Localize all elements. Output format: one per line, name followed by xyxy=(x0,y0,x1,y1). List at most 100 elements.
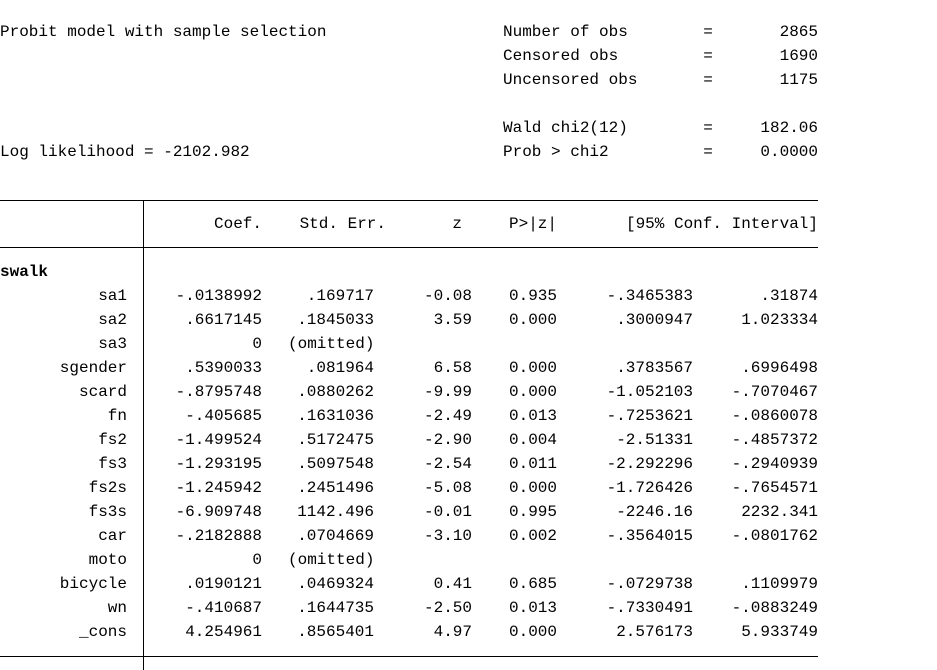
cell-value: 0.013 xyxy=(509,599,557,617)
variable-name: moto xyxy=(89,551,127,569)
stat-equals: = xyxy=(703,23,713,41)
variable-name: _cons xyxy=(78,623,127,641)
column-header: Std. Err. xyxy=(300,215,386,233)
stat-label: Wald chi2(12) xyxy=(503,119,628,137)
cell-value: -1.052103 xyxy=(607,383,693,401)
cell-value: .1631036 xyxy=(297,407,374,425)
cell-value: 0 xyxy=(252,551,262,569)
cell-value: .3000947 xyxy=(616,311,693,329)
cell-value: .6617145 xyxy=(185,311,262,329)
cell-value: .1644735 xyxy=(297,599,374,617)
stat-value: 1175 xyxy=(780,71,818,89)
cell-value: 0.685 xyxy=(509,575,557,593)
cell-value: .2451496 xyxy=(297,479,374,497)
cell-value: 6.58 xyxy=(434,359,472,377)
cell-value: 4.254961 xyxy=(185,623,262,641)
cell-value: 0.011 xyxy=(509,455,557,473)
cell-value: 0.013 xyxy=(509,407,557,425)
variable-name: sa1 xyxy=(98,287,127,305)
cell-value: -.7070467 xyxy=(732,383,818,401)
cell-value: 0.41 xyxy=(434,575,472,593)
cell-value: -0.08 xyxy=(424,287,472,305)
cell-value: 0.000 xyxy=(509,383,557,401)
variable-name: car xyxy=(98,527,127,545)
cell-value: -1.499524 xyxy=(176,431,262,449)
cell-value: 0 xyxy=(252,335,262,353)
variable-name: sa2 xyxy=(98,311,127,329)
stat-equals: = xyxy=(703,119,713,137)
cell-value: 2.576173 xyxy=(616,623,693,641)
cell-value: 0.000 xyxy=(509,311,557,329)
omitted-note: (omitted) xyxy=(288,551,374,569)
cell-value: 0.004 xyxy=(509,431,557,449)
cell-value: 0.000 xyxy=(509,479,557,497)
cell-value: -2.90 xyxy=(424,431,472,449)
cell-value: -1.726426 xyxy=(607,479,693,497)
cell-value: 0.002 xyxy=(509,527,557,545)
cell-value: -2.51331 xyxy=(616,431,693,449)
cell-value: 0.000 xyxy=(509,359,557,377)
variable-name: fs3s xyxy=(89,503,127,521)
cell-value: .169717 xyxy=(307,287,374,305)
cell-value: .6996498 xyxy=(741,359,818,377)
cell-value: -.0138992 xyxy=(176,287,262,305)
stat-value: 0.0000 xyxy=(760,143,818,161)
cell-value: .5172475 xyxy=(297,431,374,449)
column-header: z xyxy=(452,215,462,233)
cell-value: -.0883249 xyxy=(732,599,818,617)
variable-name: sgender xyxy=(60,359,127,377)
cell-value: -2.54 xyxy=(424,455,472,473)
cell-value: -.3564015 xyxy=(607,527,693,545)
cell-value: -2.292296 xyxy=(607,455,693,473)
cell-value: -2.50 xyxy=(424,599,472,617)
cell-value: .0880262 xyxy=(297,383,374,401)
cell-value: -1.245942 xyxy=(176,479,262,497)
cell-value: -3.10 xyxy=(424,527,472,545)
cell-value: -2246.16 xyxy=(616,503,693,521)
cell-value: -5.08 xyxy=(424,479,472,497)
cell-value: .081964 xyxy=(307,359,374,377)
log-likelihood: Log likelihood = -2102.982 xyxy=(0,143,250,161)
cell-value: -.4857372 xyxy=(732,431,818,449)
cell-value: .0190121 xyxy=(185,575,262,593)
cell-value: 0.000 xyxy=(509,623,557,641)
stat-equals: = xyxy=(703,47,713,65)
cell-value: -.2182888 xyxy=(176,527,262,545)
stat-value: 2865 xyxy=(780,23,818,41)
cell-value: -.7330491 xyxy=(607,599,693,617)
cell-value: 3.59 xyxy=(434,311,472,329)
stat-equals: = xyxy=(703,143,713,161)
stat-label: Number of obs xyxy=(503,23,628,41)
variable-name: fs2 xyxy=(98,431,127,449)
variable-name: fs3 xyxy=(98,455,127,473)
cell-value: -.8795748 xyxy=(176,383,262,401)
cell-value: -.0801762 xyxy=(732,527,818,545)
cell-value: .31874 xyxy=(760,287,818,305)
stat-label: Prob > chi2 xyxy=(503,143,609,161)
stat-equals: = xyxy=(703,71,713,89)
cell-value: -.410687 xyxy=(185,599,262,617)
column-header: P>|z| xyxy=(509,215,557,233)
variable-name: fn xyxy=(108,407,127,425)
cell-value: 0.935 xyxy=(509,287,557,305)
stat-label: Uncensored obs xyxy=(503,71,637,89)
cell-value: -.405685 xyxy=(185,407,262,425)
cell-value: .8565401 xyxy=(297,623,374,641)
cell-value: .5097548 xyxy=(297,455,374,473)
column-header: Coef. xyxy=(214,215,262,233)
cell-value: 5.933749 xyxy=(741,623,818,641)
variable-name: scard xyxy=(79,383,127,401)
cell-value: -.0729738 xyxy=(607,575,693,593)
column-header: [95% Conf. Interval] xyxy=(626,215,818,233)
model-title: Probit model with sample selection xyxy=(0,23,326,41)
cell-value: 4.97 xyxy=(434,623,472,641)
cell-value: 0.995 xyxy=(509,503,557,521)
variable-name: bicycle xyxy=(60,575,127,593)
cell-value: .1109979 xyxy=(741,575,818,593)
cell-value: -6.909748 xyxy=(176,503,262,521)
cell-value: .0704669 xyxy=(297,527,374,545)
cell-value: -9.99 xyxy=(424,383,472,401)
cell-value: -1.293195 xyxy=(176,455,262,473)
cell-value: -2.49 xyxy=(424,407,472,425)
